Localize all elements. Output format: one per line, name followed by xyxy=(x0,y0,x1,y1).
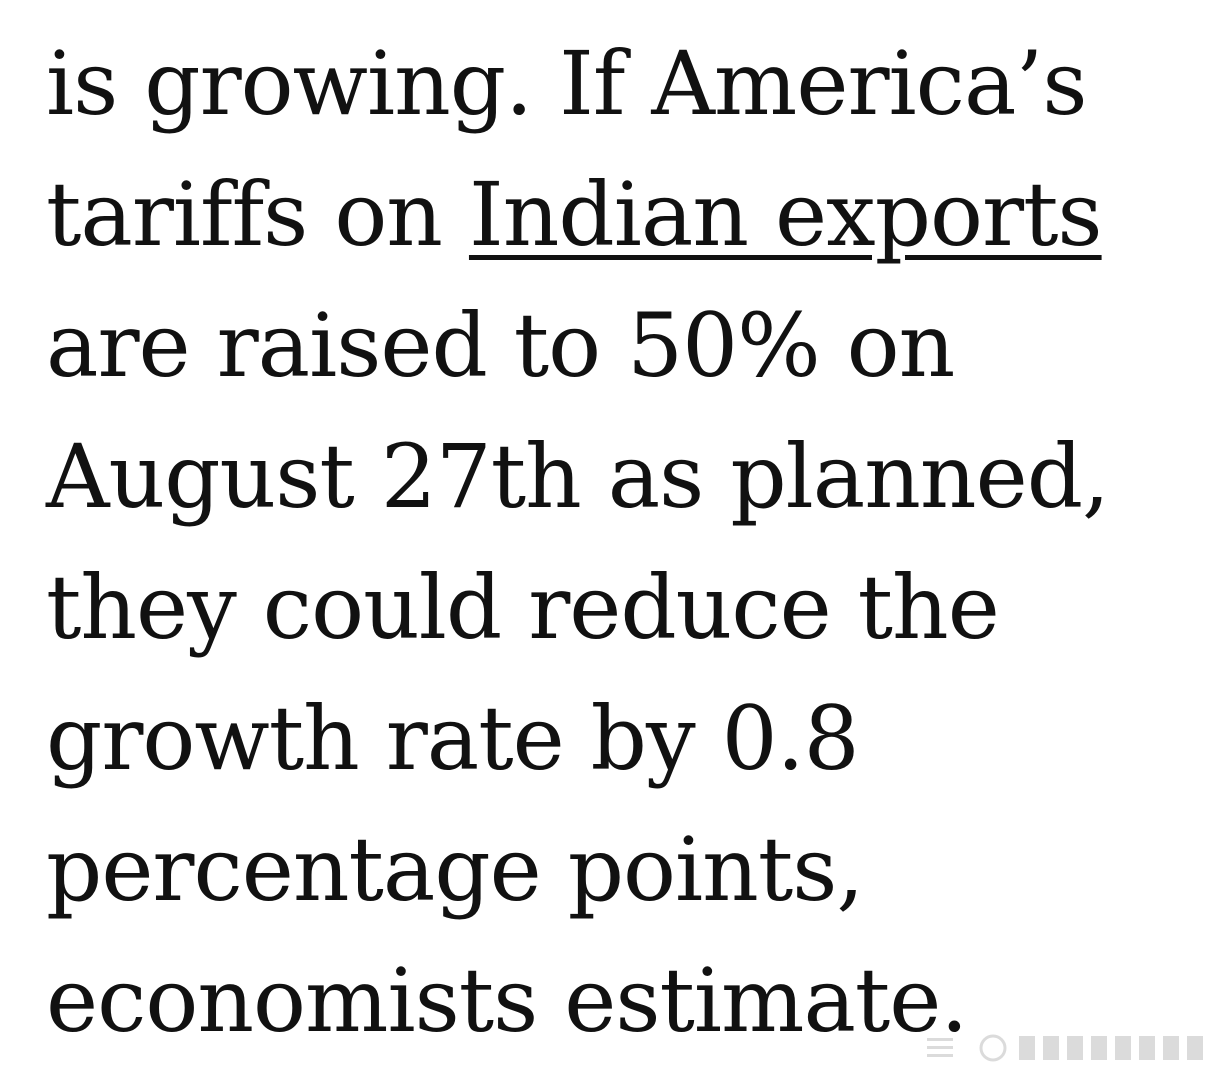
paragraph-line-2: tariffs on Indian exports xyxy=(46,149,1206,280)
article-paragraph: is growing. If America’s tariffs on Indi… xyxy=(46,18,1206,1066)
paragraph-line-7: percentage points, xyxy=(46,818,864,921)
paragraph-line-4: August 27th as planned, xyxy=(46,425,1110,528)
paragraph-line-2-text: tariffs on xyxy=(46,163,469,266)
paragraph-line-8: economists estimate. xyxy=(46,949,968,1052)
paragraph-line-3: are raised to 50% on xyxy=(46,294,955,397)
paragraph-line-5: they could reduce the xyxy=(46,556,1000,659)
watermark-logo xyxy=(927,1034,1203,1062)
indian-exports-link[interactable]: Indian exports xyxy=(468,163,1103,266)
paragraph-line-6: growth rate by 0.8 xyxy=(46,687,860,790)
paragraph-line-1: is growing. If America’s xyxy=(46,32,1088,135)
